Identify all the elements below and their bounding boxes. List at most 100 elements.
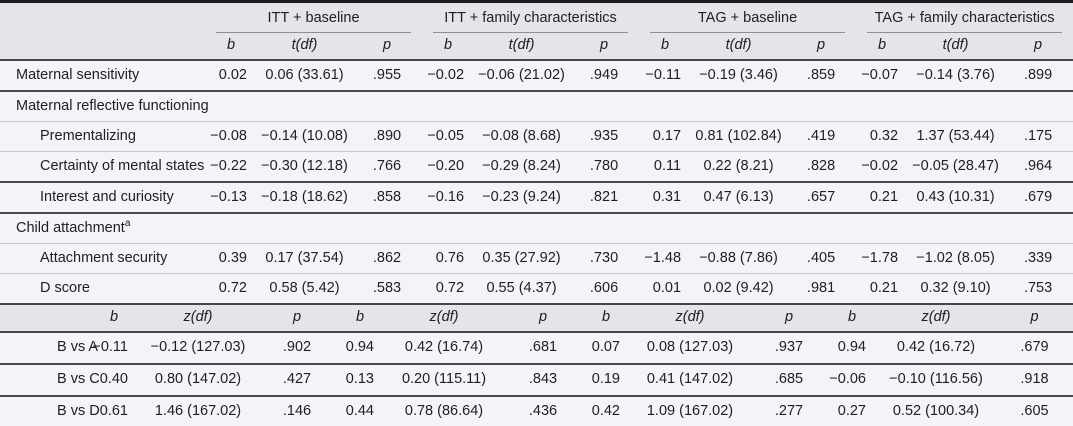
p-value: .427 — [258, 364, 336, 397]
p-value: .679 — [1003, 182, 1073, 214]
table-row: Interest and curiosity −0.13 −0.18 (18.62)… — [0, 182, 1073, 214]
b-value: 0.39 — [205, 243, 257, 274]
stat-value: −0.30 (12.18) — [257, 151, 352, 183]
stat-value: −0.05 (28.47) — [908, 151, 1004, 183]
p-value: .277 — [774, 403, 804, 420]
b-value: 0.07 — [582, 332, 630, 365]
p-value: .843 — [504, 364, 582, 397]
b-value: 0.76 — [422, 243, 475, 274]
b-column-header: b — [205, 33, 257, 61]
row-label: B vs C — [0, 364, 100, 397]
table-row: Maternal sensitivity 0.02 0.06 (33.61) .955… — [0, 60, 1073, 92]
b-value: 0.40 — [90, 364, 138, 397]
row-label: Maternal sensitivity — [0, 60, 205, 92]
stat-header-row: b t(df) p b t(df) p b t(df) p b t(df) p — [0, 33, 1073, 61]
stat-value: 0.42 (16.72) — [876, 332, 996, 365]
p-value: .935 — [569, 121, 640, 152]
p-value: .679 — [996, 332, 1073, 365]
stat-value: −0.18 (18.62) — [257, 182, 352, 214]
stat-value: 0.41 (147.02) — [630, 364, 750, 397]
z-df-column-header: z(df) — [876, 304, 996, 333]
t-df-column-header: t(df) — [691, 33, 787, 61]
b-value: 0.72 — [435, 279, 465, 296]
p-value: .436 — [528, 403, 558, 420]
b-value: −0.22 — [205, 151, 257, 183]
p-value: .606 — [589, 279, 619, 296]
group-header-tag-family: TAG + family characteristics — [856, 1, 1073, 33]
b-column-header: b — [422, 33, 475, 61]
b-value: 0.02 — [205, 60, 257, 92]
b-value: −1.78 — [856, 243, 909, 274]
table-row: B vs A −0.11 −0.12 (127.03) .902 0.94 0.42 (1… — [0, 332, 1073, 365]
p-value: .858 — [352, 182, 423, 214]
b-value: 0.27 — [837, 403, 866, 420]
b-column-header: b — [828, 304, 876, 333]
p-value: .918 — [996, 364, 1073, 397]
p-value: .964 — [1003, 151, 1073, 183]
b-value: 0.21 — [869, 279, 899, 296]
z-df-column-header: z(df) — [630, 304, 750, 333]
b-value: −0.16 — [422, 182, 475, 214]
b-value: 0.42 — [591, 403, 620, 420]
stat-value: −0.19 (3.46) — [691, 60, 787, 92]
p-value: .419 — [786, 121, 857, 152]
b-value: 0.31 — [639, 182, 692, 214]
contrast-stat-header-row: b z(df) p b z(df) p b z(df) p b z(df) p — [0, 304, 1073, 333]
p-value: .685 — [750, 364, 828, 397]
stat-value: −0.12 (127.03) — [138, 332, 258, 365]
b-value: 0.13 — [336, 364, 384, 397]
t-df-column-header: t(df) — [474, 33, 570, 61]
stat-value: 0.42 (16.74) — [384, 332, 504, 365]
b-value: 0.44 — [345, 403, 374, 420]
category-label: Child attachmenta — [0, 213, 1073, 244]
b-value: −0.06 — [828, 364, 876, 397]
b-value: −0.02 — [422, 60, 475, 92]
contrasts-table-body: B vs A −0.11 −0.12 (127.03) .902 0.94 0.42 (1… — [0, 332, 1073, 426]
b-value: 0.11 — [639, 151, 692, 183]
group-header-itt-baseline: ITT + baseline — [205, 1, 423, 33]
b-value: 0.17 — [639, 121, 692, 152]
stat-value: 0.47 (6.13) — [691, 182, 787, 214]
p-value: .339 — [1003, 243, 1073, 274]
b-value: −0.07 — [856, 60, 909, 92]
stat-value: 0.06 (33.61) — [257, 60, 352, 92]
p-value: .828 — [786, 151, 857, 183]
stat-value: 0.35 (27.92) — [474, 243, 570, 274]
stat-value: 0.58 (5.42) — [269, 279, 340, 296]
p-value: .862 — [352, 243, 423, 274]
stat-value: −0.14 (10.08) — [257, 121, 352, 152]
b-value: −0.02 — [856, 151, 909, 183]
b-value: 0.94 — [828, 332, 876, 365]
p-value: .753 — [1023, 279, 1053, 296]
p-value: .890 — [352, 121, 423, 152]
p-column-header: p — [750, 304, 828, 333]
p-value: .955 — [352, 60, 423, 92]
group-label: TAG + family characteristics — [867, 8, 1063, 33]
b-value: 0.19 — [582, 364, 630, 397]
b-column-header: b — [639, 33, 692, 61]
t-df-column-header: t(df) — [908, 33, 1004, 61]
table-row: Certainty of mental states −0.22 −0.30 (12… — [0, 151, 1073, 183]
stat-value: 0.22 (8.21) — [691, 151, 787, 183]
p-value: .949 — [569, 60, 640, 92]
p-column-header: p — [569, 33, 640, 61]
b-value: −1.48 — [639, 243, 692, 274]
b-value: −0.13 — [205, 182, 257, 214]
row-label: Interest and curiosity — [0, 182, 205, 214]
stat-value: 0.43 (10.31) — [908, 182, 1004, 214]
table-row: Attachment security 0.39 0.17 (37.54) .862 0… — [0, 243, 1073, 274]
p-column-header: p — [352, 33, 423, 61]
p-value: .899 — [1003, 60, 1073, 92]
b-column-header: b — [582, 304, 630, 333]
b-column-header: b — [856, 33, 909, 61]
p-value: .859 — [786, 60, 857, 92]
b-value: 0.21 — [856, 182, 909, 214]
row-label: B vs D — [57, 403, 100, 420]
group-header-row: ITT + baseline ITT + family characterist… — [0, 1, 1073, 33]
stat-value: −0.06 (21.02) — [474, 60, 570, 92]
stat-value: −0.23 (9.24) — [474, 182, 570, 214]
stat-value: −1.02 (8.05) — [908, 243, 1004, 274]
p-column-header: p — [996, 304, 1073, 333]
table-row: B vs D 0.61 1.46 (167.02) .146 0.44 0.78 (86.… — [0, 396, 1073, 426]
